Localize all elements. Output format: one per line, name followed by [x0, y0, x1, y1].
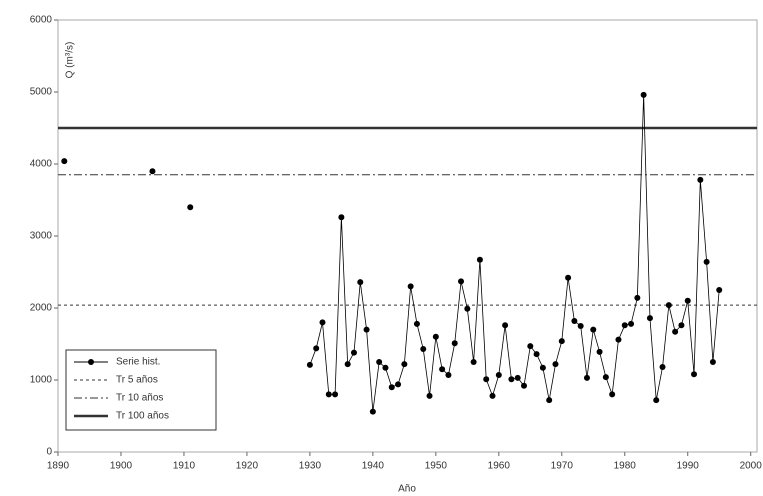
- y-tick-label: 6000: [30, 15, 53, 26]
- data-point: [376, 359, 383, 365]
- data-point: [514, 374, 521, 381]
- data-point: [609, 391, 616, 398]
- legend-label: Serie hist.: [116, 357, 160, 368]
- series-line: [309, 94, 720, 412]
- data-point: [407, 283, 414, 290]
- x-tick-label: 1950: [425, 461, 448, 472]
- data-point: [432, 333, 439, 340]
- data-point: [659, 364, 666, 371]
- data-point: [672, 328, 679, 335]
- data-point: [502, 322, 509, 329]
- data-point: [640, 91, 647, 98]
- legend-marker: [88, 359, 94, 365]
- data-point: [369, 408, 376, 415]
- data-point: [533, 351, 540, 358]
- data-point: [420, 346, 427, 353]
- data-point: [451, 340, 458, 347]
- x-tick-label: 1940: [362, 461, 385, 472]
- data-point: [602, 374, 609, 381]
- data-point: [716, 287, 723, 293]
- data-point: [539, 364, 546, 371]
- x-tick-label: 1920: [236, 461, 259, 472]
- data-point: [332, 391, 339, 398]
- data-point: [527, 343, 534, 350]
- data-point: [187, 204, 194, 211]
- y-tick-label: 2000: [30, 303, 53, 314]
- data-point: [363, 326, 370, 333]
- data-point: [61, 158, 68, 165]
- data-point: [464, 305, 471, 312]
- data-point: [665, 302, 672, 309]
- data-point: [350, 349, 357, 356]
- data-point: [628, 320, 635, 327]
- data-point: [590, 326, 597, 333]
- x-tick-label: 1910: [173, 461, 196, 472]
- data-point: [565, 274, 572, 281]
- data-point: [388, 384, 395, 391]
- data-point: [709, 359, 716, 365]
- x-tick-label: 2000: [740, 461, 763, 472]
- data-point: [445, 371, 452, 378]
- data-point: [401, 361, 408, 368]
- legend-label: Tr 5 años: [116, 375, 158, 386]
- data-point: [344, 361, 351, 368]
- data-point: [325, 391, 332, 398]
- data-point: [546, 397, 553, 404]
- legend-label: Tr 10 años: [116, 393, 163, 404]
- data-point: [313, 345, 320, 352]
- data-point: [426, 392, 433, 399]
- data-point: [338, 214, 345, 221]
- data-point: [508, 376, 515, 383]
- data-point: [703, 258, 710, 265]
- x-tick-label: 1930: [299, 461, 322, 472]
- data-point: [319, 319, 326, 326]
- data-point: [615, 336, 622, 343]
- data-point: [634, 294, 641, 301]
- data-point: [552, 361, 559, 368]
- data-point: [583, 374, 590, 381]
- y-tick-label: 5000: [30, 87, 53, 98]
- y-axis-label: Q (m³/s): [65, 42, 76, 79]
- data-point: [621, 322, 628, 329]
- y-tick-label: 3000: [30, 231, 53, 242]
- data-point: [678, 322, 685, 329]
- data-point: [571, 317, 578, 324]
- data-point: [149, 168, 156, 175]
- y-tick-label: 4000: [30, 159, 53, 170]
- y-tick-label: 0: [46, 447, 52, 458]
- legend-label: Tr 100 años: [116, 411, 169, 422]
- x-tick-label: 1960: [488, 461, 511, 472]
- data-point: [495, 371, 502, 378]
- data-point: [653, 397, 660, 404]
- data-point: [382, 364, 389, 371]
- data-point: [439, 366, 446, 373]
- data-point: [646, 315, 653, 322]
- data-point: [483, 376, 490, 383]
- data-point: [697, 176, 704, 183]
- x-tick-label: 1990: [677, 461, 700, 472]
- x-tick-label: 1900: [110, 461, 133, 472]
- data-point: [395, 381, 402, 388]
- data-point: [413, 320, 420, 327]
- y-tick-label: 1000: [30, 375, 53, 386]
- data-point: [306, 361, 313, 368]
- data-point: [476, 256, 483, 263]
- data-point: [521, 382, 527, 389]
- data-point: [684, 297, 691, 304]
- data-point: [577, 323, 584, 329]
- data-point: [357, 279, 364, 286]
- data-point: [458, 278, 465, 285]
- x-tick-label: 1890: [47, 461, 70, 472]
- data-point: [470, 359, 477, 365]
- data-point: [596, 348, 603, 355]
- data-point: [489, 392, 496, 399]
- x-axis-label: Año: [398, 484, 416, 495]
- x-tick-label: 1980: [614, 461, 637, 472]
- x-tick-label: 1970: [551, 461, 574, 472]
- data-point: [558, 338, 565, 345]
- data-point: [691, 371, 698, 378]
